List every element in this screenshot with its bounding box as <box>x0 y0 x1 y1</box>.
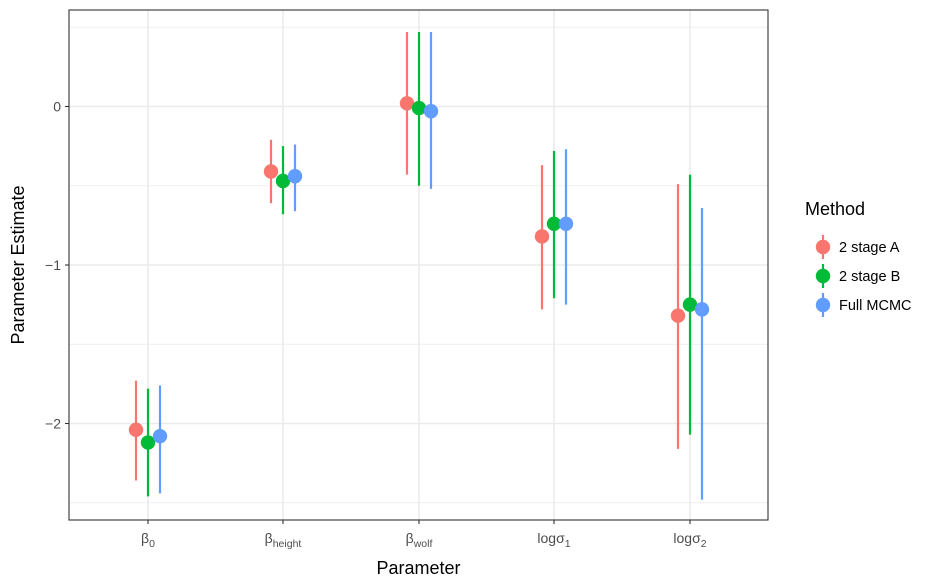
x-axis-title: Parameter <box>376 558 460 578</box>
estimate-point <box>546 216 562 231</box>
y-axis: 0 −1 −2 <box>45 99 69 432</box>
legend-label: Full MCMC <box>839 298 912 314</box>
x-tick-label: logσ1 <box>537 530 570 550</box>
estimate-point <box>399 96 415 111</box>
estimate-point <box>694 302 710 317</box>
legend-key-point <box>815 239 831 255</box>
legend-key <box>815 264 831 288</box>
legend-title: Method <box>805 199 865 219</box>
legend: Method 2 stage A 2 stage B Full MCMC <box>805 199 912 317</box>
x-tick-label: βheight <box>265 530 302 550</box>
estimate-point <box>534 229 550 244</box>
x-axis: β0 βheight βwolf logσ1 logσ2 <box>141 520 707 550</box>
legend-key <box>815 293 831 317</box>
data-marks <box>128 32 710 500</box>
estimate-point <box>275 173 291 189</box>
legend-key-point <box>815 297 831 313</box>
estimate-point <box>682 297 698 312</box>
estimate-point <box>140 435 156 450</box>
y-axis-title: Parameter Estimate <box>8 185 28 344</box>
legend-key <box>815 235 831 259</box>
estimate-point <box>128 422 144 438</box>
estimate-point <box>152 428 168 444</box>
x-tick-label: βwolf <box>406 530 433 550</box>
x-tick-label: logσ2 <box>673 530 706 550</box>
legend-label: 2 stage A <box>839 240 900 256</box>
y-tick-label: −1 <box>45 257 61 273</box>
estimate-point <box>411 100 427 116</box>
estimate-point <box>287 169 303 184</box>
estimate-point <box>423 104 439 119</box>
estimate-point <box>263 164 279 179</box>
estimate-point <box>670 308 686 323</box>
x-tick-label: β0 <box>141 530 155 550</box>
legend-key-point <box>815 268 831 284</box>
y-tick-label: −2 <box>45 416 61 432</box>
legend-label: 2 stage B <box>839 269 900 285</box>
estimate-point <box>558 216 574 231</box>
y-tick-label: 0 <box>53 99 61 115</box>
